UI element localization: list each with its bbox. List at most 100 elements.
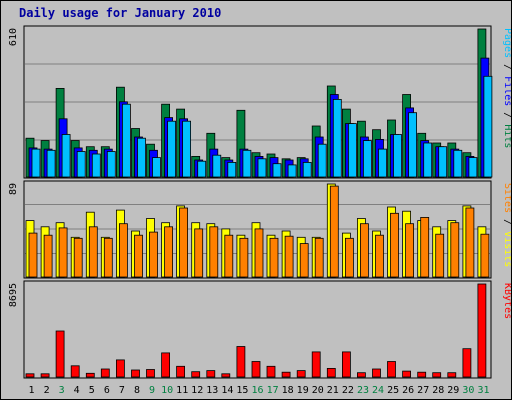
bar-pages-day-16 [257, 158, 267, 178]
bar-sites-day-20 [314, 237, 324, 278]
bar-kbytes-day-17 [266, 365, 276, 378]
legend-part-0: KBytes [502, 283, 511, 319]
bar-sites-day-14 [224, 234, 234, 278]
bar-kbytes-day-2 [40, 373, 50, 378]
bar-kbytes-day-16 [251, 361, 261, 378]
x-tick-label-day-29: 29 [447, 385, 459, 396]
legend-kbytes: KBytes [502, 283, 511, 319]
bar-pages-day-30 [468, 157, 478, 178]
bar-pages-day-25 [393, 134, 402, 178]
x-tick-label-day-28: 28 [432, 385, 444, 396]
bar-sites-day-18 [284, 235, 294, 278]
bar-kbytes-day-9 [146, 369, 155, 378]
x-tick-label-day-21: 21 [327, 385, 339, 396]
bar-sites-day-9 [149, 231, 158, 278]
bar-kbytes-day-20 [311, 351, 321, 378]
bar-kbytes-day-25 [387, 361, 396, 378]
axis-max-label-kbytes: 8695 [8, 283, 19, 307]
bar-sites-day-11 [179, 207, 189, 278]
bar-sites-day-4 [73, 237, 83, 278]
legend-hits-files-pages: Pages / Files / Hits [502, 28, 511, 148]
bar-kbytes-day-18 [281, 371, 291, 378]
bar-sites-day-15 [239, 237, 249, 278]
bar-kbytes-day-24 [372, 368, 381, 378]
bar-pages-day-13 [212, 154, 222, 178]
x-tick-label-day-3: 3 [59, 385, 65, 396]
bar-pages-day-8 [137, 137, 146, 178]
bar-sites-day-31 [480, 233, 490, 278]
bar-sites-day-29 [450, 222, 460, 278]
bar-kbytes-day-10 [161, 352, 171, 378]
x-tick-label-day-23: 23 [357, 385, 369, 396]
x-tick-label-day-25: 25 [387, 385, 399, 396]
legend-part-3: / [502, 106, 511, 124]
panel-visits-sites [23, 180, 492, 279]
bar-sites-day-8 [134, 234, 143, 278]
x-tick-label-day-19: 19 [297, 385, 309, 396]
bar-kbytes-day-19 [296, 370, 306, 378]
x-tick-label-day-7: 7 [119, 385, 125, 396]
x-tick-label-day-5: 5 [89, 385, 95, 396]
bar-sites-day-16 [254, 228, 264, 278]
legend-part-1: / [502, 58, 511, 76]
bar-sites-day-1 [28, 232, 38, 278]
bar-kbytes-day-28 [432, 372, 442, 378]
x-tick-label-day-22: 22 [342, 385, 354, 396]
x-tick-label-day-1: 1 [28, 385, 34, 396]
legend-visits-sites: Sites / Visits [502, 183, 511, 267]
x-tick-label-day-30: 30 [462, 385, 474, 396]
x-tick-label-day-17: 17 [267, 385, 279, 396]
bar-kbytes-day-30 [462, 348, 472, 378]
bar-pages-day-17 [272, 163, 282, 178]
bar-pages-day-11 [182, 120, 192, 178]
legend-part-0: Pages [502, 28, 511, 58]
bar-kbytes-day-21 [326, 367, 336, 378]
bar-pages-day-1 [31, 148, 41, 178]
bar-pages-day-14 [227, 161, 237, 178]
panel-hits-files-pages [23, 25, 493, 179]
x-tick-label-day-16: 16 [251, 385, 263, 396]
bar-sites-day-27 [420, 216, 430, 278]
bar-pages-day-2 [46, 149, 56, 178]
bar-sites-day-22 [344, 237, 354, 278]
bar-sites-day-2 [43, 234, 53, 278]
bar-kbytes-day-13 [206, 370, 216, 378]
bar-kbytes-day-1 [25, 373, 35, 378]
bar-sites-day-21 [329, 185, 339, 278]
bar-pages-day-3 [61, 134, 71, 178]
bar-pages-day-24 [378, 148, 387, 178]
bar-kbytes-day-29 [447, 372, 457, 378]
bar-pages-day-19 [302, 161, 312, 178]
bar-pages-day-26 [408, 112, 418, 178]
legend-part-4: Hits [502, 124, 511, 148]
bar-pages-day-15 [242, 149, 252, 178]
x-tick-label-day-11: 11 [176, 385, 188, 396]
bar-sites-day-7 [119, 223, 128, 278]
bar-pages-day-29 [453, 149, 463, 178]
bar-sites-day-13 [209, 226, 219, 278]
x-tick-label-day-31: 31 [477, 385, 489, 396]
bar-kbytes-day-14 [221, 373, 231, 378]
bar-pages-day-21 [332, 99, 342, 178]
bar-kbytes-day-22 [341, 351, 351, 378]
bar-sites-day-12 [194, 228, 204, 278]
x-tick-label-day-2: 2 [44, 385, 50, 396]
bar-pages-day-12 [197, 160, 207, 178]
bar-pages-day-31 [483, 75, 493, 178]
x-tick-label-day-13: 13 [206, 385, 218, 396]
legend-part-0: Sites [502, 183, 511, 213]
x-tick-label-day-18: 18 [282, 385, 294, 396]
bar-sites-day-25 [390, 212, 399, 278]
bar-pages-day-6 [106, 151, 116, 178]
x-tick-label-day-9: 9 [149, 385, 155, 396]
x-tick-label-day-12: 12 [191, 385, 203, 396]
bar-sites-day-17 [269, 237, 279, 278]
bar-kbytes-day-6 [100, 368, 110, 378]
axis-max-label-visits-sites: 89 [8, 183, 19, 195]
bar-kbytes-day-12 [191, 371, 201, 378]
bar-sites-day-19 [299, 243, 309, 278]
bar-kbytes-day-7 [116, 359, 125, 378]
legend-part-1: / [502, 213, 511, 231]
bar-pages-day-18 [287, 164, 297, 178]
